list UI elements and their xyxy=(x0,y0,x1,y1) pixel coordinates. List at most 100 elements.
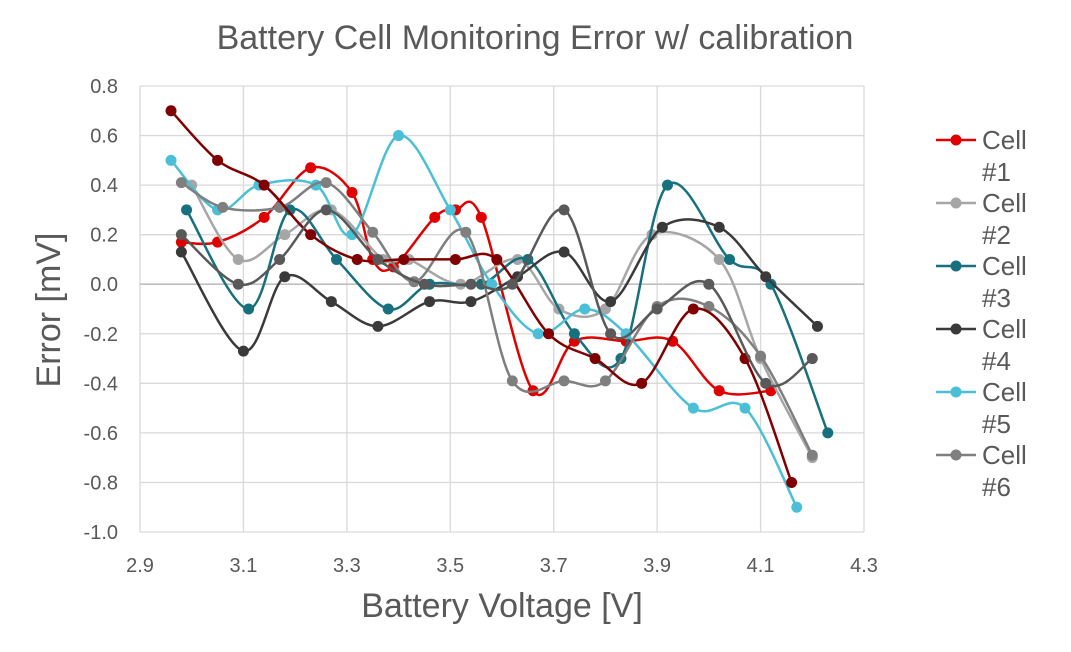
data-point xyxy=(605,296,617,308)
data-point xyxy=(367,226,379,238)
data-point xyxy=(558,204,570,216)
legend-label: Cell xyxy=(982,377,1027,407)
data-point xyxy=(444,204,456,216)
data-point xyxy=(703,301,715,313)
legend-label: Cell xyxy=(982,125,1027,155)
data-point xyxy=(543,328,555,340)
data-point xyxy=(739,402,751,414)
data-point xyxy=(558,375,570,387)
series-7 xyxy=(165,105,798,488)
legend-label: #6 xyxy=(982,472,1011,502)
y-tick-label: -1.0 xyxy=(84,522,118,544)
legend-label: #2 xyxy=(982,220,1011,250)
data-point xyxy=(760,377,772,389)
data-point xyxy=(305,229,317,241)
data-point xyxy=(429,211,441,223)
data-point xyxy=(424,296,436,308)
data-point xyxy=(274,253,286,265)
data-point xyxy=(258,179,270,191)
y-tick-label: 0.6 xyxy=(90,126,118,148)
data-point xyxy=(331,253,343,265)
data-point xyxy=(532,328,544,340)
y-tick-label: -0.6 xyxy=(84,423,118,445)
data-point xyxy=(724,253,736,265)
plot-area xyxy=(165,105,834,513)
x-axis-label: Battery Voltage [V] xyxy=(361,587,643,625)
y-tick-label: -0.2 xyxy=(84,324,118,346)
data-point xyxy=(786,476,798,488)
data-point xyxy=(320,204,332,216)
data-point xyxy=(279,271,291,283)
legend-swatch-marker xyxy=(950,197,962,209)
data-point xyxy=(558,246,570,258)
legend-item: Cell#1 xyxy=(936,125,1027,187)
data-point xyxy=(325,296,337,308)
data-point xyxy=(243,303,255,315)
data-point xyxy=(491,253,503,265)
y-tick-label: -0.4 xyxy=(84,373,118,395)
data-point xyxy=(449,253,461,265)
series-8 xyxy=(175,204,818,389)
y-tick-label: 0.0 xyxy=(90,274,118,296)
legend-label: #3 xyxy=(982,283,1011,313)
data-point xyxy=(651,303,663,315)
x-tick-label: 2.9 xyxy=(126,555,154,577)
legend-swatch-marker xyxy=(950,260,962,272)
x-tick-label: 4.3 xyxy=(850,555,878,577)
data-point xyxy=(475,211,487,223)
data-point xyxy=(460,226,472,238)
series-6 xyxy=(175,177,818,461)
data-point xyxy=(181,204,193,216)
legend-swatch-marker xyxy=(950,449,962,461)
data-point xyxy=(232,253,244,265)
data-point xyxy=(661,179,673,191)
data-point xyxy=(506,375,518,387)
data-point xyxy=(175,177,187,189)
data-point xyxy=(703,278,715,290)
data-point xyxy=(806,353,818,365)
chart-title: Battery Cell Monitoring Error w/ calibra… xyxy=(217,19,854,57)
data-point xyxy=(217,201,229,213)
legend-swatch-marker xyxy=(950,386,962,398)
data-point xyxy=(811,320,823,332)
legend-item: Cell#3 xyxy=(936,251,1027,313)
legend-label: Cell xyxy=(982,188,1027,218)
data-point xyxy=(713,385,725,397)
data-point xyxy=(760,271,772,283)
y-axis-label: Error [mV] xyxy=(30,233,68,388)
legend-item: Cell#2 xyxy=(936,188,1027,250)
data-point xyxy=(232,278,244,290)
x-tick-label: 3.5 xyxy=(436,555,464,577)
data-point xyxy=(346,187,358,199)
y-tick-label: -0.8 xyxy=(84,472,118,494)
legend-label: #5 xyxy=(982,409,1011,439)
series-line xyxy=(180,165,773,396)
x-tick-label: 3.3 xyxy=(333,555,361,577)
x-tick-label: 4.1 xyxy=(747,555,775,577)
data-point xyxy=(506,278,518,290)
legend-swatch-marker xyxy=(950,134,962,146)
y-tick-label: 0.8 xyxy=(90,76,118,98)
data-point xyxy=(465,278,477,290)
data-point xyxy=(656,221,668,233)
data-point xyxy=(687,402,699,414)
series-line xyxy=(180,208,814,388)
legend-item: Cell#5 xyxy=(936,377,1027,439)
data-point xyxy=(599,375,611,387)
tick-labels: 2.9 3.1 3.3 3.5 3.7 3.9 4.1 4.3 0.8 0.6 0.4 0.2 0.0 -… xyxy=(84,76,878,577)
data-point xyxy=(351,253,363,265)
data-point xyxy=(398,253,410,265)
data-point xyxy=(465,296,477,308)
data-point xyxy=(418,278,430,290)
y-tick-label: 0.2 xyxy=(90,225,118,247)
data-point xyxy=(175,246,187,258)
legend-label: #1 xyxy=(982,157,1011,187)
data-point xyxy=(636,377,648,389)
x-tick-label: 3.9 xyxy=(643,555,671,577)
data-point xyxy=(806,449,818,461)
x-tick-label: 3.7 xyxy=(540,555,568,577)
legend-item: Cell#6 xyxy=(936,440,1027,502)
data-point xyxy=(284,204,296,216)
